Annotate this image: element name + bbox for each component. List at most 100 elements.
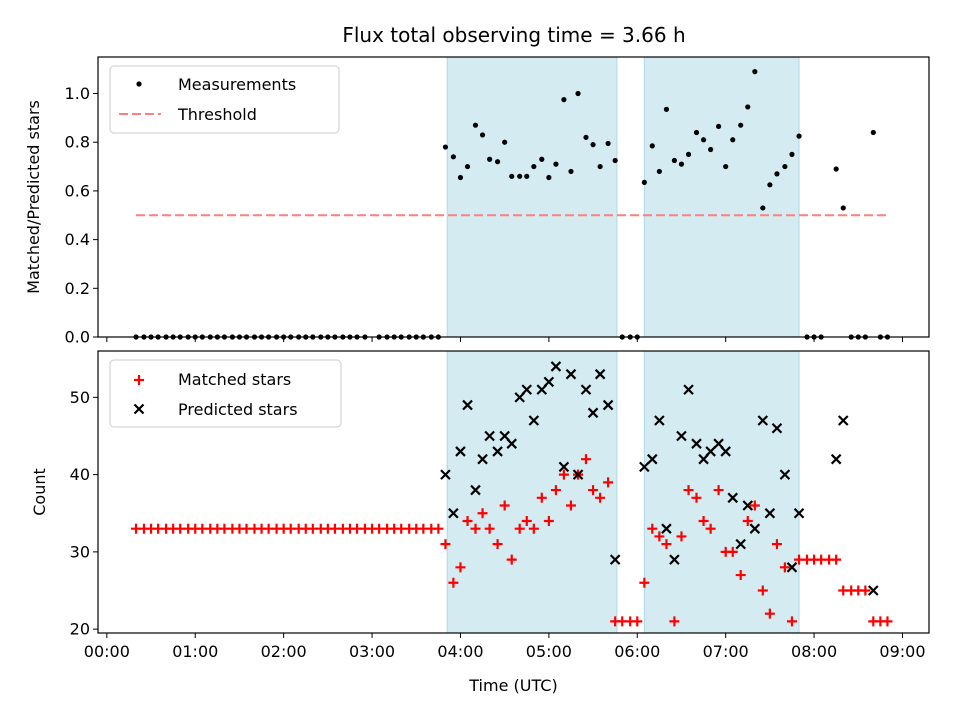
measurement-point bbox=[457, 174, 464, 181]
measurement-point bbox=[671, 157, 677, 164]
predicted-star-point bbox=[455, 446, 466, 457]
x-tick-label: 08:00 bbox=[791, 642, 837, 661]
matched-star-point bbox=[499, 500, 510, 511]
x-tick-label: 06:00 bbox=[614, 642, 660, 661]
top-y-tick-label: 1.0 bbox=[65, 84, 90, 103]
matched-star-point bbox=[470, 523, 481, 534]
measurement-point bbox=[745, 104, 751, 110]
predicted-star-point bbox=[609, 554, 621, 565]
matched-star-point bbox=[683, 485, 694, 496]
bottom-y-tick-label: 50 bbox=[70, 388, 90, 407]
matched-star-point bbox=[698, 515, 709, 526]
measurement-point bbox=[546, 174, 552, 181]
measurement-point bbox=[605, 140, 611, 147]
x-tick-label: 05:00 bbox=[526, 642, 572, 661]
measurement-point bbox=[531, 163, 537, 170]
predicted-star-point bbox=[470, 484, 481, 496]
bottom-x-ticks: 00:00 01:00 02:00 03:00 04:00 05:00 06:00 07:00… bbox=[84, 633, 926, 661]
measurement-point bbox=[774, 171, 780, 177]
measurement-point bbox=[590, 142, 596, 148]
matched-star-point bbox=[831, 554, 842, 565]
matched-star-point bbox=[484, 523, 495, 534]
matched-star-point bbox=[477, 508, 488, 519]
predicted-star-point bbox=[602, 399, 614, 411]
matched-star-point bbox=[536, 492, 547, 503]
predicted-star-point bbox=[492, 446, 503, 457]
measurement-point bbox=[494, 159, 501, 165]
bottom-legend-box bbox=[109, 359, 342, 428]
bottom-shaded-intervals bbox=[446, 350, 800, 634]
measurement-point bbox=[656, 168, 662, 175]
matched-star-point bbox=[705, 523, 716, 534]
predicted-star-point bbox=[669, 554, 680, 565]
matched-star-point bbox=[654, 531, 665, 542]
matched-star-point bbox=[691, 492, 702, 503]
measurement-point bbox=[464, 163, 471, 170]
measurement-point bbox=[524, 173, 530, 179]
legend-measurements-marker bbox=[136, 81, 142, 87]
measurement-point bbox=[509, 173, 515, 179]
matched-star-point bbox=[462, 515, 473, 526]
measurement-point bbox=[789, 151, 795, 157]
predicted-star-point bbox=[868, 585, 879, 596]
top-shaded-intervals bbox=[446, 56, 800, 338]
predicted-star-point bbox=[830, 453, 842, 465]
predicted-star-point bbox=[735, 538, 746, 550]
measurement-point bbox=[715, 123, 722, 129]
matched-star-point bbox=[448, 577, 459, 588]
measurement-point bbox=[487, 156, 493, 162]
matched-star-point bbox=[433, 523, 444, 534]
predicted-star-point bbox=[837, 415, 849, 426]
measurement-point bbox=[479, 132, 486, 138]
top-y-tick-label: 0.6 bbox=[65, 181, 90, 200]
matched-star-point bbox=[786, 616, 797, 627]
x-tick-label: 01:00 bbox=[172, 642, 218, 661]
matched-star-point bbox=[676, 531, 687, 542]
x-tick-label: 04:00 bbox=[437, 642, 483, 661]
matched-star-point bbox=[595, 492, 606, 503]
measurement-point bbox=[840, 205, 846, 211]
matched-star-point bbox=[860, 585, 871, 596]
matched-star-point bbox=[603, 477, 614, 488]
predicted-star-point bbox=[477, 453, 488, 465]
top-y-ticks: 0.0 0.2 0.4 0.6 0.8 1.0 bbox=[65, 84, 98, 347]
matched-star-point bbox=[727, 546, 738, 557]
matched-star-point bbox=[588, 485, 599, 496]
matched-stars-points bbox=[131, 454, 893, 627]
measurement-point bbox=[752, 69, 758, 75]
measurement-point bbox=[782, 163, 788, 170]
predicted-star-point bbox=[764, 507, 776, 519]
top-axes-frame bbox=[97, 56, 930, 338]
legend-predicted-label: Predicted stars bbox=[178, 400, 298, 419]
predicted-star-point bbox=[565, 368, 577, 380]
predicted-star-point bbox=[793, 507, 805, 519]
measurement-point bbox=[517, 173, 523, 179]
matched-star-point bbox=[514, 523, 525, 534]
predicted-star-point bbox=[448, 507, 459, 519]
measurement-point bbox=[472, 122, 479, 128]
matched-star-point bbox=[779, 562, 790, 573]
shaded-interval-2 bbox=[643, 56, 800, 338]
predicted-star-point bbox=[779, 469, 791, 480]
measurement-point bbox=[738, 122, 744, 128]
x-tick-label: 02:00 bbox=[261, 642, 307, 661]
bottom-y-tick-label: 30 bbox=[70, 542, 90, 561]
matched-star-point bbox=[580, 454, 591, 465]
predicted-stars-points bbox=[440, 361, 879, 596]
matched-star-point bbox=[455, 562, 466, 573]
predicted-star-point bbox=[742, 500, 754, 511]
matched-star-point bbox=[639, 577, 650, 588]
predicted-star-point bbox=[587, 407, 599, 419]
matched-star-point bbox=[882, 616, 893, 627]
legend-threshold-label: Threshold bbox=[177, 105, 257, 124]
predicted-star-point bbox=[727, 492, 739, 504]
legend-matched-label: Matched stars bbox=[178, 370, 291, 389]
measurement-point bbox=[649, 143, 655, 149]
shaded-interval-1 bbox=[446, 56, 618, 338]
x-axis-label: Time (UTC) bbox=[468, 676, 557, 695]
matched-star-point bbox=[440, 539, 451, 550]
top-panel: 0.0 0.2 0.4 0.6 0.8 1.0 Matched/Predicted sta… bbox=[24, 56, 930, 347]
matched-star-point bbox=[771, 539, 782, 550]
measurement-point bbox=[575, 90, 581, 97]
matched-star-point bbox=[521, 515, 532, 526]
